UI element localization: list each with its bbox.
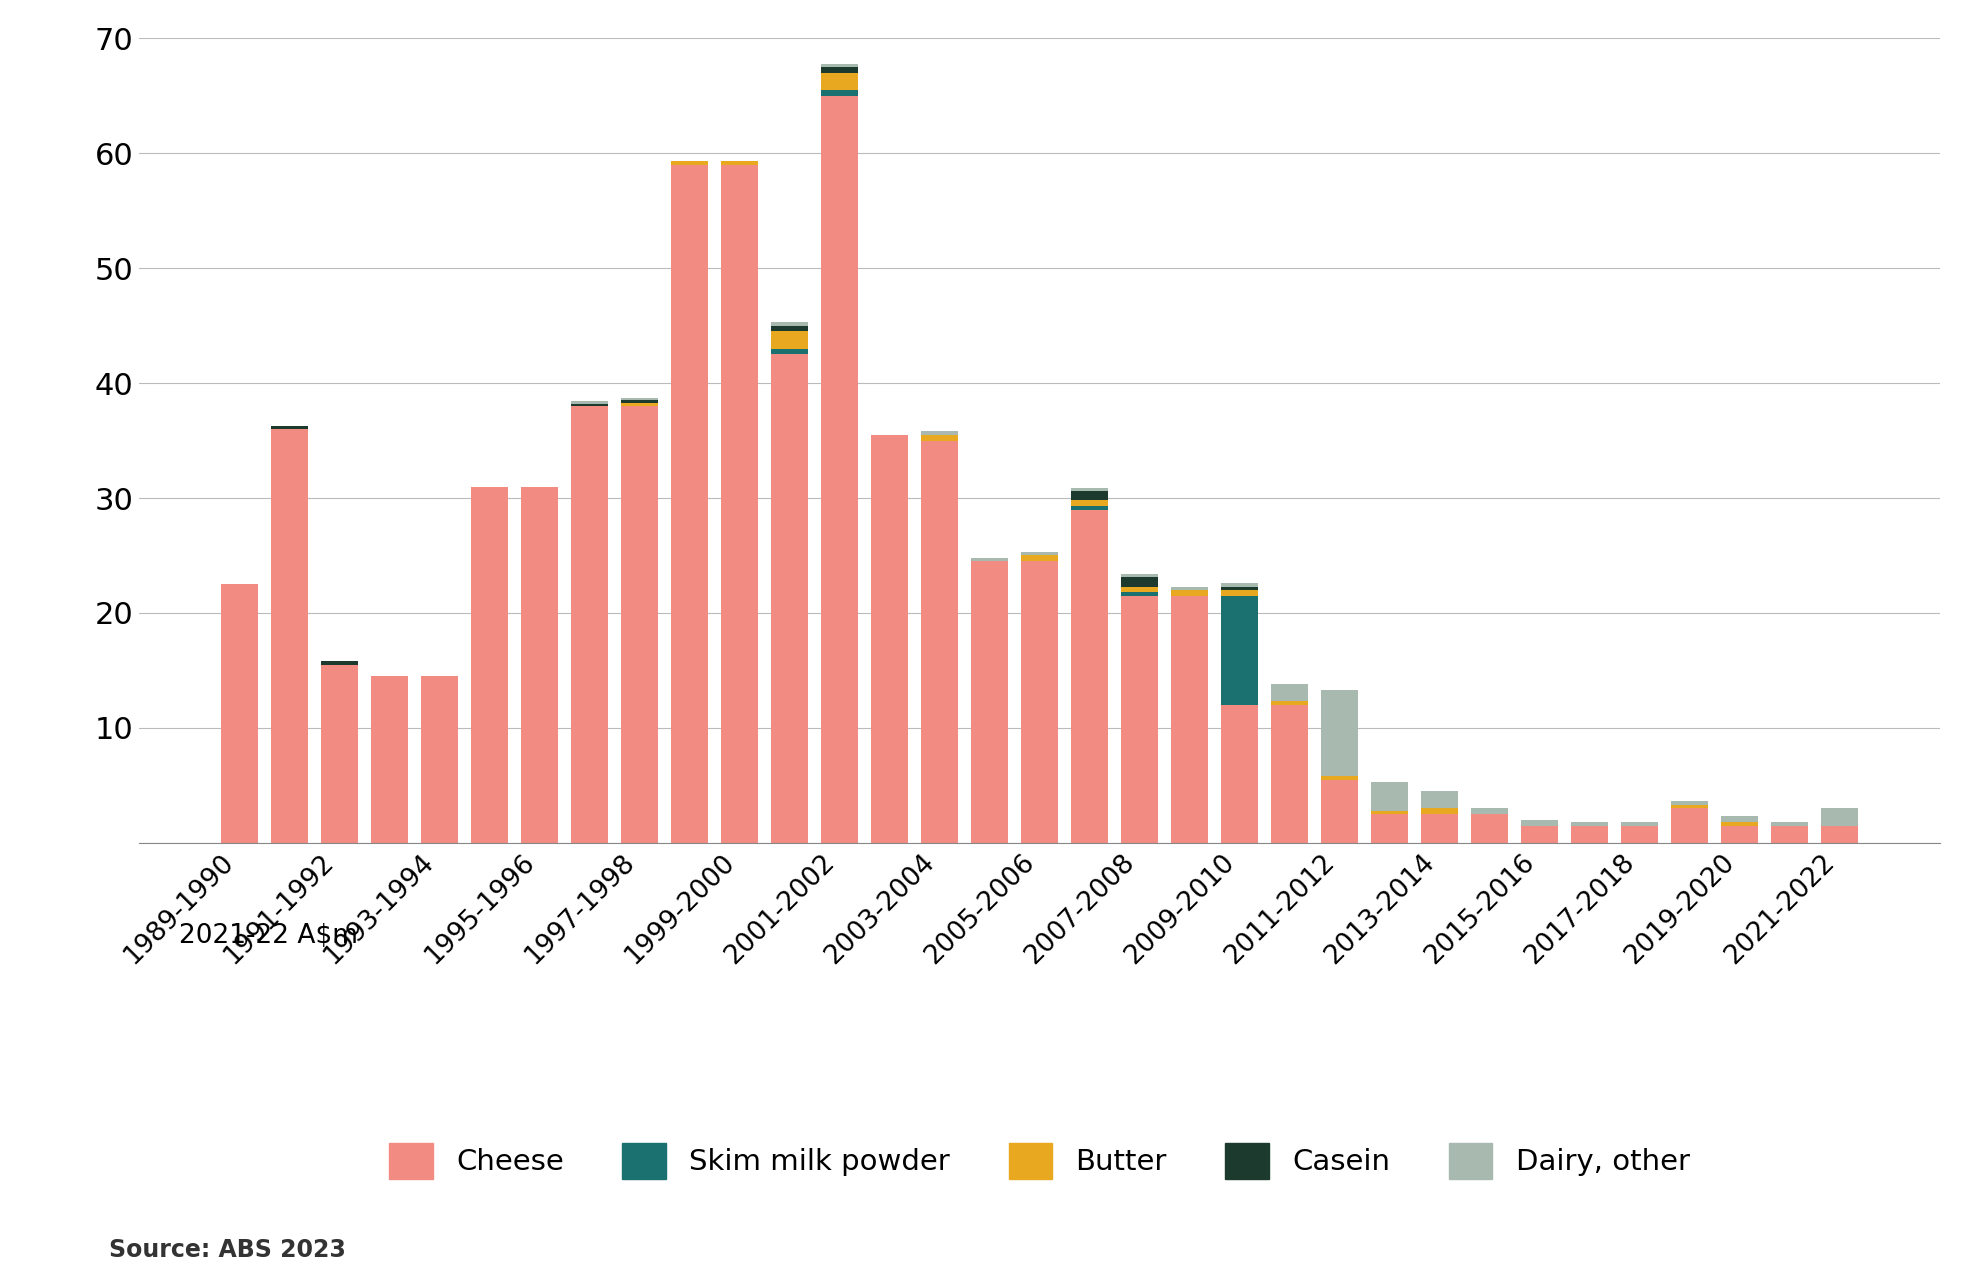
Bar (1222, 586, 1259, 590)
Bar (620, 402, 657, 406)
Bar (721, 161, 758, 165)
Bar (820, 66, 857, 73)
Bar (1471, 808, 1509, 815)
Bar (1370, 811, 1408, 815)
Bar (1121, 573, 1158, 577)
Bar (921, 434, 958, 441)
Bar (1671, 802, 1709, 805)
Bar (570, 401, 608, 404)
Bar (1321, 779, 1358, 843)
Text: Source: ABS 2023: Source: ABS 2023 (109, 1237, 346, 1262)
Bar (1770, 825, 1808, 843)
Bar (1570, 825, 1608, 843)
Bar (1422, 808, 1459, 815)
Bar (521, 487, 558, 843)
Bar (420, 676, 457, 843)
Bar (1422, 790, 1459, 808)
Bar (570, 404, 608, 406)
Bar (820, 73, 857, 89)
Bar (1071, 492, 1109, 501)
Bar (1121, 593, 1158, 595)
Bar (671, 165, 709, 843)
Bar (1521, 820, 1558, 825)
Bar (620, 398, 657, 400)
Bar (770, 354, 808, 843)
Bar (1721, 825, 1758, 843)
Bar (1521, 825, 1558, 843)
Bar (1222, 584, 1259, 586)
Bar (1170, 586, 1208, 590)
Bar (620, 400, 657, 402)
Bar (970, 558, 1008, 561)
Bar (1071, 506, 1109, 510)
Text: 2021-22 A$m: 2021-22 A$m (180, 923, 358, 949)
Bar (1170, 595, 1208, 843)
Bar (1822, 825, 1859, 843)
Bar (820, 89, 857, 96)
Bar (271, 429, 309, 843)
Bar (1022, 552, 1057, 555)
Bar (1271, 705, 1309, 843)
Bar (1071, 510, 1109, 843)
Bar (271, 425, 309, 429)
Bar (370, 676, 408, 843)
Bar (1671, 808, 1709, 843)
Bar (1822, 808, 1859, 825)
Bar (1422, 815, 1459, 843)
Bar (1222, 705, 1259, 843)
Bar (770, 322, 808, 326)
Bar (1121, 595, 1158, 843)
Bar (1321, 690, 1358, 776)
Bar (1022, 561, 1057, 843)
Bar (1622, 825, 1659, 843)
Bar (1471, 815, 1509, 843)
Bar (1071, 501, 1109, 506)
Bar (1570, 822, 1608, 825)
Bar (1121, 577, 1158, 586)
Bar (770, 331, 808, 349)
Bar (1370, 782, 1408, 811)
Bar (871, 434, 909, 843)
Bar (321, 661, 358, 664)
Bar (1222, 590, 1259, 595)
Bar (970, 561, 1008, 843)
Bar (1222, 595, 1259, 705)
Bar (921, 441, 958, 843)
Bar (1770, 822, 1808, 825)
Bar (1071, 488, 1109, 492)
Bar (1622, 822, 1659, 825)
Bar (220, 584, 257, 843)
Legend: Cheese, Skim milk powder, Butter, Casein, Dairy, other: Cheese, Skim milk powder, Butter, Casein… (378, 1131, 1701, 1190)
Bar (1671, 805, 1709, 808)
Bar (770, 326, 808, 331)
Bar (1321, 776, 1358, 779)
Bar (1721, 822, 1758, 825)
Bar (1271, 701, 1309, 705)
Bar (1121, 586, 1158, 593)
Bar (820, 64, 857, 66)
Bar (770, 349, 808, 354)
Bar (1271, 684, 1309, 701)
Bar (671, 161, 709, 165)
Bar (921, 432, 958, 434)
Bar (321, 664, 358, 843)
Bar (620, 406, 657, 843)
Bar (1721, 816, 1758, 822)
Bar (570, 406, 608, 843)
Bar (1170, 590, 1208, 595)
Bar (471, 487, 509, 843)
Bar (1370, 815, 1408, 843)
Bar (721, 165, 758, 843)
Bar (820, 96, 857, 843)
Bar (1022, 555, 1057, 561)
